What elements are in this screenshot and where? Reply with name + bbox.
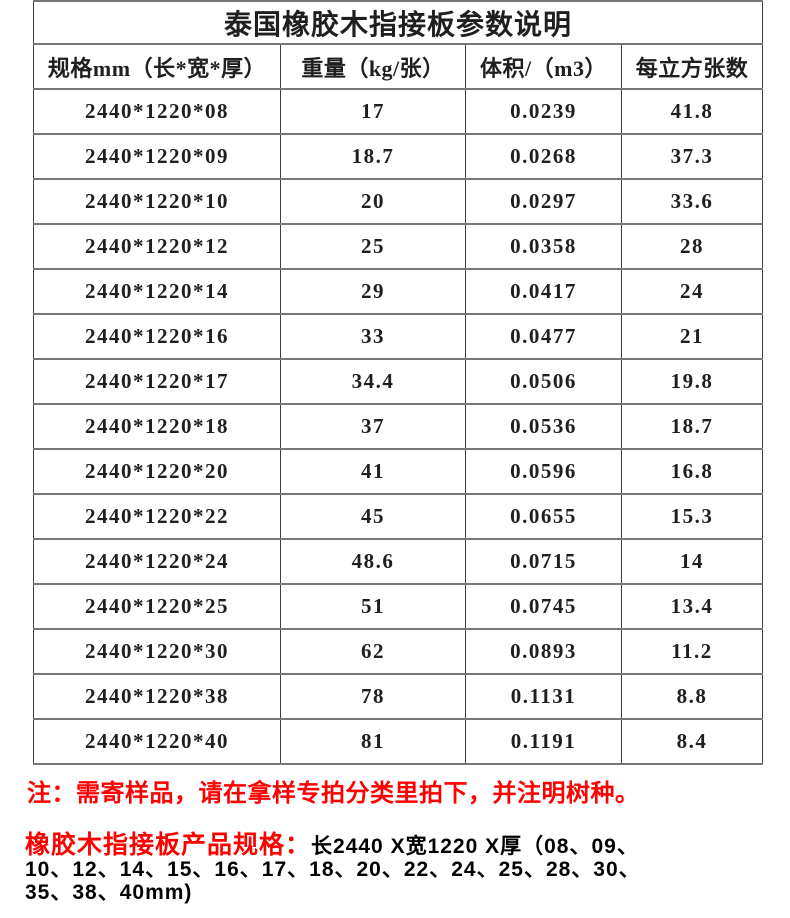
header-row: 规格mm（长*宽*厚） 重量（kg/张） 体积/（m3） 每立方张数 [33,43,764,90]
spec-line-1: 长2440 X宽1220 X厚（08、09、 [311,835,639,858]
table-cell: 25 [280,223,466,270]
table-cell: 33.6 [620,178,764,225]
column-header: 重量（kg/张） [280,43,466,90]
column-header: 每立方张数 [620,43,764,90]
table-cell: 0.1131 [465,673,622,720]
table-cell: 15.3 [620,493,764,540]
table-cell: 41 [280,448,466,495]
table-cell: 18.7 [620,403,764,450]
table-cell: 19.8 [620,358,764,405]
table-cell: 37 [280,403,466,450]
table-cell: 0.0596 [465,448,622,495]
column-header: 体积/（m3） [465,43,622,90]
table-cell: 0.0268 [465,133,622,180]
table-cell: 2440*1220*08 [33,88,281,135]
table-cell: 2440*1220*12 [33,223,281,270]
table-cell: 2440*1220*10 [33,178,281,225]
table-row: 2440*1220*40 81 0.1191 8.4 [33,718,764,765]
table-row: 2440*1220*16 33 0.0477 21 [33,313,764,360]
table-cell: 2440*1220*24 [33,538,281,585]
table-row: 2440*1220*09 18.7 0.0268 37.3 [33,133,764,180]
sample-note: 注：需寄样品，请在拿样专拍分类里拍下，并注明树种。 [27,780,640,807]
table-cell: 21 [620,313,764,360]
table-cell: 0.0239 [465,88,622,135]
table-cell: 11.2 [620,628,764,675]
table-row: 2440*1220*24 48.6 0.0715 14 [33,538,764,585]
table-cell: 2440*1220*30 [33,628,281,675]
table-cell: 14 [620,538,764,585]
table-cell: 0.0536 [465,403,622,450]
table-row: 2440*1220*08 17 0.0239 41.8 [33,88,764,135]
table-cell: 0.0893 [465,628,622,675]
table-cell: 0.0417 [465,268,622,315]
table-cell: 0.0655 [465,493,622,540]
spec-line-3: 35、38、40mm) [25,881,193,904]
table-row: 2440*1220*18 37 0.0536 18.7 [33,403,764,450]
table-cell: 0.0506 [465,358,622,405]
table-cell: 2440*1220*18 [33,403,281,450]
table-cell: 18.7 [280,133,466,180]
table-row: 2440*1220*30 62 0.0893 11.2 [33,628,764,675]
table-cell: 8.8 [620,673,764,720]
table-row: 2440*1220*38 78 0.1131 8.8 [33,673,764,720]
table-cell: 33 [280,313,466,360]
table-cell: 34.4 [280,358,466,405]
table-cell: 81 [280,718,466,765]
table-cell: 13.4 [620,583,764,630]
table-cell: 29 [280,268,466,315]
table-cell: 0.0477 [465,313,622,360]
table-cell: 48.6 [280,538,466,585]
table-row: 2440*1220*12 25 0.0358 28 [33,223,764,270]
table-cell: 2440*1220*20 [33,448,281,495]
page-title: 泰国橡胶木指接板参数说明 [32,0,764,45]
table-cell: 62 [280,628,466,675]
table-cell: 2440*1220*09 [33,133,281,180]
table-cell: 0.0297 [465,178,622,225]
table-cell: 51 [280,583,466,630]
table-cell: 0.0715 [465,538,622,585]
table-cell: 2440*1220*14 [33,268,281,315]
title-row: 泰国橡胶木指接板参数说明 [32,0,764,45]
table-cell: 41.8 [620,88,764,135]
table-cell: 78 [280,673,466,720]
table-cell: 17 [280,88,466,135]
column-header: 规格mm（长*宽*厚） [33,43,281,90]
table-body: 2440*1220*08 17 0.0239 41.8 2440*1220*09 18.7… [33,88,764,765]
table-row: 2440*1220*14 29 0.0417 24 [33,268,764,315]
product-spec: 橡胶木指接板产品规格：长2440 X宽1220 X厚（08、09、 10、12、1… [25,831,772,905]
table-cell: 2440*1220*38 [33,673,281,720]
spec-line-2: 10、12、14、15、16、17、18、20、22、24、25、28、30、 [25,858,641,881]
table-row: 2440*1220*17 34.4 0.0506 19.8 [33,358,764,405]
table-cell: 0.0745 [465,583,622,630]
spec-label: 橡胶木指接板产品规格： [25,831,312,859]
table-cell: 37.3 [620,133,764,180]
table-cell: 8.4 [620,718,764,765]
table-cell: 28 [620,223,764,270]
table-row: 2440*1220*10 20 0.0297 33.6 [33,178,764,225]
table-cell: 2440*1220*16 [33,313,281,360]
table-row: 2440*1220*20 41 0.0596 16.8 [33,448,764,495]
table-cell: 0.1191 [465,718,622,765]
table-cell: 2440*1220*40 [33,718,281,765]
table-cell: 16.8 [620,448,764,495]
table-cell: 2440*1220*25 [33,583,281,630]
table-cell: 2440*1220*17 [33,358,281,405]
table-cell: 2440*1220*22 [33,493,281,540]
table-cell: 20 [280,178,466,225]
table-cell: 45 [280,493,466,540]
table-cell: 24 [620,268,764,315]
table-row: 2440*1220*25 51 0.0745 13.4 [33,583,764,630]
table-row: 2440*1220*22 45 0.0655 15.3 [33,493,764,540]
table-cell: 0.0358 [465,223,622,270]
spec-table: 泰国橡胶木指接板参数说明 规格mm（长*宽*厚） 重量（kg/张） 体积/（m3）每… [32,0,764,765]
